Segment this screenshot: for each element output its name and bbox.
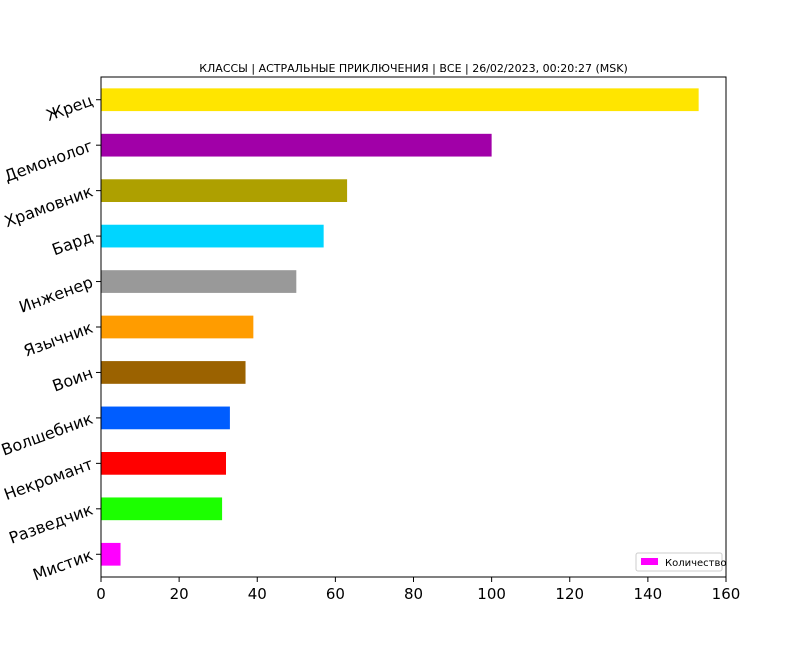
bar-2 (101, 179, 348, 202)
y-tick-label-5: Язычник (21, 318, 96, 361)
bar-1 (101, 133, 492, 157)
y-tick-label-4: Инженер (16, 272, 95, 316)
y-tick-label-8: Некромант (1, 454, 95, 504)
bar-8 (101, 452, 226, 475)
y-tick-label-6: Воин (50, 363, 96, 395)
x-tick-label-7: 140 (634, 585, 663, 603)
bar-7 (101, 406, 230, 430)
legend-swatch (641, 558, 658, 565)
x-tick-label-1: 20 (170, 585, 189, 603)
plot-frame (100, 76, 727, 578)
x-tick-label-6: 120 (555, 585, 584, 603)
legend: Количество (635, 552, 727, 572)
x-tick-label-8: 160 (712, 585, 741, 603)
y-tick-label-9: Разведчик (6, 500, 95, 548)
legend-label: Количество (665, 558, 727, 569)
bar-0 (101, 88, 699, 112)
chart-title: КЛАССЫ | АСТРАЛЬНЫЕ ПРИКЛЮЧЕНИЯ | ВСЕ | … (199, 62, 628, 75)
y-tick-label-1: Демонолог (2, 136, 96, 186)
bars-group (101, 88, 699, 566)
bar-9 (101, 497, 223, 521)
bar-5 (101, 315, 254, 339)
x-tick-label-4: 80 (404, 585, 423, 603)
y-tick-label-2: Храмовник (2, 181, 96, 231)
x-tick-label-0: 0 (96, 585, 106, 603)
x-tick-label-2: 40 (248, 585, 267, 603)
y-tick-label-10: Мистик (30, 545, 95, 584)
bar-6 (101, 361, 246, 384)
bar-4 (101, 270, 297, 293)
y-tick-label-7: Волшебник (0, 409, 96, 460)
y-tick-label-3: Бард (49, 227, 95, 259)
bar-3 (101, 224, 324, 248)
x-tick-label-5: 100 (477, 585, 506, 603)
y-tick-label-0: Жрец (44, 91, 96, 125)
x-axis-ticks: 0 20 40 60 80 100 120 140 160 (96, 577, 740, 603)
x-tick-label-3: 60 (326, 585, 345, 603)
legend-box (635, 552, 723, 572)
bar-10 (101, 542, 121, 566)
